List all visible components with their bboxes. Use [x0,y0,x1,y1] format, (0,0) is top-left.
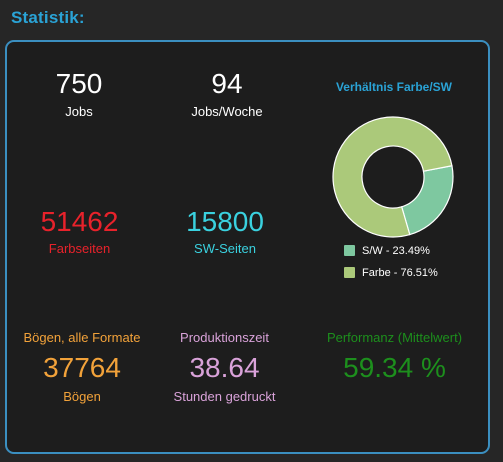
bw-pages-value: 15800 [186,206,264,237]
legend-swatch [344,245,355,256]
jobs-per-week-value: 94 [211,68,243,99]
sheets-label: Bögen [63,389,101,404]
stat-jobs: 750 Jobs [34,68,124,120]
legend-swatch [344,267,355,278]
stat-color-pages: 51462 Farbseiten [27,206,132,257]
statistics-panel: 750 Jobs 94 Jobs/Woche 51462 Farbseiten … [5,40,490,454]
jobs-value: 750 [55,68,103,99]
color-pages-value: 51462 [40,206,119,237]
chart-title: Verhältnis Farbe/SW [335,80,453,94]
bw-pages-label: SW-Seiten [194,241,256,256]
stat-performance: Performanz (Mittelwert) 59.34 % [307,330,482,382]
performance-value: 59.34 % [343,352,446,383]
legend-label: S/W - 23.49% [362,244,430,257]
sheets-value: 37764 [43,352,121,383]
sheets-caption: Bögen, alle Formate [23,330,141,345]
stat-production-time: Produktionszeit 38.64 Stunden gedruckt [157,330,292,404]
production-time-label: Stunden gedruckt [173,389,276,404]
jobs-per-week-label: Jobs/Woche [191,104,263,119]
production-time-caption: Produktionszeit [180,330,269,345]
donut-slice-s-w[interactable] [400,165,454,236]
legend-label: Farbe - 76.51% [362,266,438,279]
stat-sheets: Bögen, alle Formate 37764 Bögen [7,330,157,404]
jobs-label: Jobs [65,104,93,119]
performance-caption: Performanz (Mittelwert) [326,330,463,345]
window-title: Statistik: [11,8,85,27]
color-pages-label: Farbseiten [48,241,111,256]
production-time-value: 38.64 [189,352,260,383]
legend-item-s-w[interactable]: S/W - 23.49% [344,242,438,259]
chart-legend: S/W - 23.49% Farbe - 76.51% [344,242,438,286]
legend-item-farbe[interactable]: Farbe - 76.51% [344,264,438,281]
color-bw-donut-chart [332,116,454,238]
stat-bw-pages: 15800 SW-Seiten [170,206,280,257]
donut-slice-farbe[interactable] [332,116,453,238]
stat-jobs-per-week: 94 Jobs/Woche [167,68,287,120]
